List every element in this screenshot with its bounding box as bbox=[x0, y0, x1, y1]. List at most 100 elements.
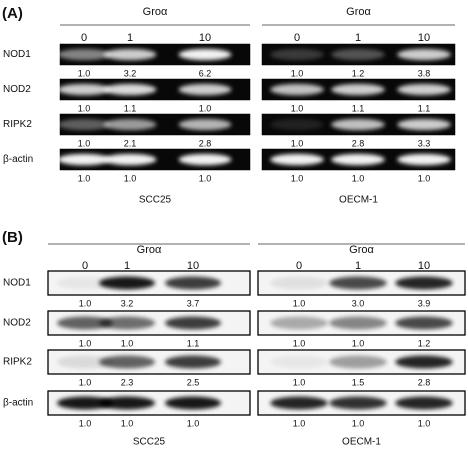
quant-value: 1.1 bbox=[352, 103, 365, 113]
band bbox=[103, 83, 157, 96]
panel-label: (B) bbox=[2, 229, 23, 246]
treatment-label: Groα bbox=[346, 6, 371, 18]
band bbox=[329, 396, 387, 410]
band bbox=[103, 153, 157, 166]
dose-label: 0 bbox=[81, 32, 87, 44]
quant-value: 1.0 bbox=[79, 377, 92, 387]
band bbox=[178, 83, 232, 96]
dose-label: 1 bbox=[355, 260, 361, 272]
band bbox=[98, 276, 156, 290]
band bbox=[331, 153, 385, 166]
row-label: NOD1 bbox=[3, 49, 31, 60]
band bbox=[56, 316, 114, 330]
quant-value: 1.0 bbox=[291, 103, 304, 113]
band bbox=[57, 118, 111, 131]
band bbox=[270, 355, 328, 369]
quant-value: 1.0 bbox=[291, 173, 304, 183]
row-label: NOD2 bbox=[3, 318, 31, 329]
quant-value: 2.8 bbox=[199, 138, 212, 148]
quant-value: 1.0 bbox=[121, 338, 134, 348]
quant-value: 2.8 bbox=[418, 377, 431, 387]
dose-label: 10 bbox=[187, 260, 199, 272]
band bbox=[329, 316, 387, 330]
quant-value: 3.3 bbox=[418, 138, 431, 148]
quant-value: 1.0 bbox=[418, 173, 431, 183]
quant-value: 1.0 bbox=[187, 418, 200, 428]
band bbox=[164, 276, 222, 290]
band bbox=[57, 83, 111, 96]
quant-value: 2.8 bbox=[352, 138, 365, 148]
band bbox=[178, 118, 232, 131]
quant-value: 1.2 bbox=[418, 338, 431, 348]
row-label: β-actin bbox=[3, 154, 33, 165]
quant-value: 3.9 bbox=[418, 298, 431, 308]
quant-value: 1.0 bbox=[79, 298, 92, 308]
quant-value: 1.0 bbox=[124, 173, 137, 183]
band bbox=[178, 48, 232, 61]
band bbox=[270, 276, 328, 290]
band bbox=[329, 355, 387, 369]
band bbox=[56, 396, 114, 410]
quant-value: 2.1 bbox=[124, 138, 137, 148]
band bbox=[103, 118, 157, 131]
quant-value: 1.0 bbox=[78, 68, 91, 78]
quant-value: 1.0 bbox=[199, 173, 212, 183]
band bbox=[270, 316, 328, 330]
band bbox=[57, 153, 111, 166]
quant-value: 3.2 bbox=[124, 68, 137, 78]
quant-value: 1.0 bbox=[291, 138, 304, 148]
row-label: RIPK2 bbox=[3, 357, 32, 368]
quant-value: 1.0 bbox=[418, 418, 431, 428]
quant-value: 3.0 bbox=[352, 298, 365, 308]
quant-value: 1.0 bbox=[78, 103, 91, 113]
dose-label: 0 bbox=[294, 32, 300, 44]
quant-value: 3.8 bbox=[418, 68, 431, 78]
dose-label: 10 bbox=[418, 260, 430, 272]
dose-label: 1 bbox=[127, 32, 133, 44]
dose-label: 0 bbox=[82, 260, 88, 272]
quant-value: 1.0 bbox=[79, 418, 92, 428]
band bbox=[56, 355, 114, 369]
band bbox=[395, 396, 453, 410]
quant-value: 1.0 bbox=[293, 298, 306, 308]
band bbox=[164, 355, 222, 369]
quant-value: 1.0 bbox=[293, 418, 306, 428]
quant-value: 1.0 bbox=[121, 418, 134, 428]
dose-label: 1 bbox=[355, 32, 361, 44]
band bbox=[397, 48, 451, 61]
band bbox=[270, 118, 324, 131]
band bbox=[98, 316, 156, 330]
quant-value: 1.0 bbox=[293, 377, 306, 387]
quant-value: 3.2 bbox=[121, 298, 134, 308]
treatment-label: Groα bbox=[349, 244, 374, 256]
band bbox=[397, 118, 451, 131]
row-label: NOD1 bbox=[3, 278, 31, 289]
cell-line-label: OECM-1 bbox=[339, 195, 378, 206]
panel-label: (A) bbox=[2, 5, 23, 22]
band bbox=[98, 355, 156, 369]
band bbox=[395, 316, 453, 330]
cell-line-label: SCC25 bbox=[133, 437, 166, 448]
quant-value: 6.2 bbox=[199, 68, 212, 78]
dose-label: 0 bbox=[296, 260, 302, 272]
treatment-label: Groα bbox=[143, 6, 168, 18]
quant-value: 1.0 bbox=[291, 68, 304, 78]
quant-value: 1.0 bbox=[78, 173, 91, 183]
band bbox=[56, 276, 114, 290]
quant-value: 3.7 bbox=[187, 298, 200, 308]
band bbox=[397, 83, 451, 96]
quant-value: 1.0 bbox=[199, 103, 212, 113]
band bbox=[270, 396, 328, 410]
band bbox=[57, 48, 111, 61]
band bbox=[331, 48, 385, 61]
dose-label: 10 bbox=[199, 32, 211, 44]
quant-value: 2.3 bbox=[121, 377, 134, 387]
cell-line-label: OECM-1 bbox=[342, 437, 381, 448]
quant-value: 1.1 bbox=[124, 103, 137, 113]
row-label: NOD2 bbox=[3, 84, 31, 95]
quant-value: 1.0 bbox=[352, 418, 365, 428]
quant-value: 1.1 bbox=[418, 103, 431, 113]
quant-value: 1.0 bbox=[352, 338, 365, 348]
row-label: β-actin bbox=[3, 398, 33, 409]
